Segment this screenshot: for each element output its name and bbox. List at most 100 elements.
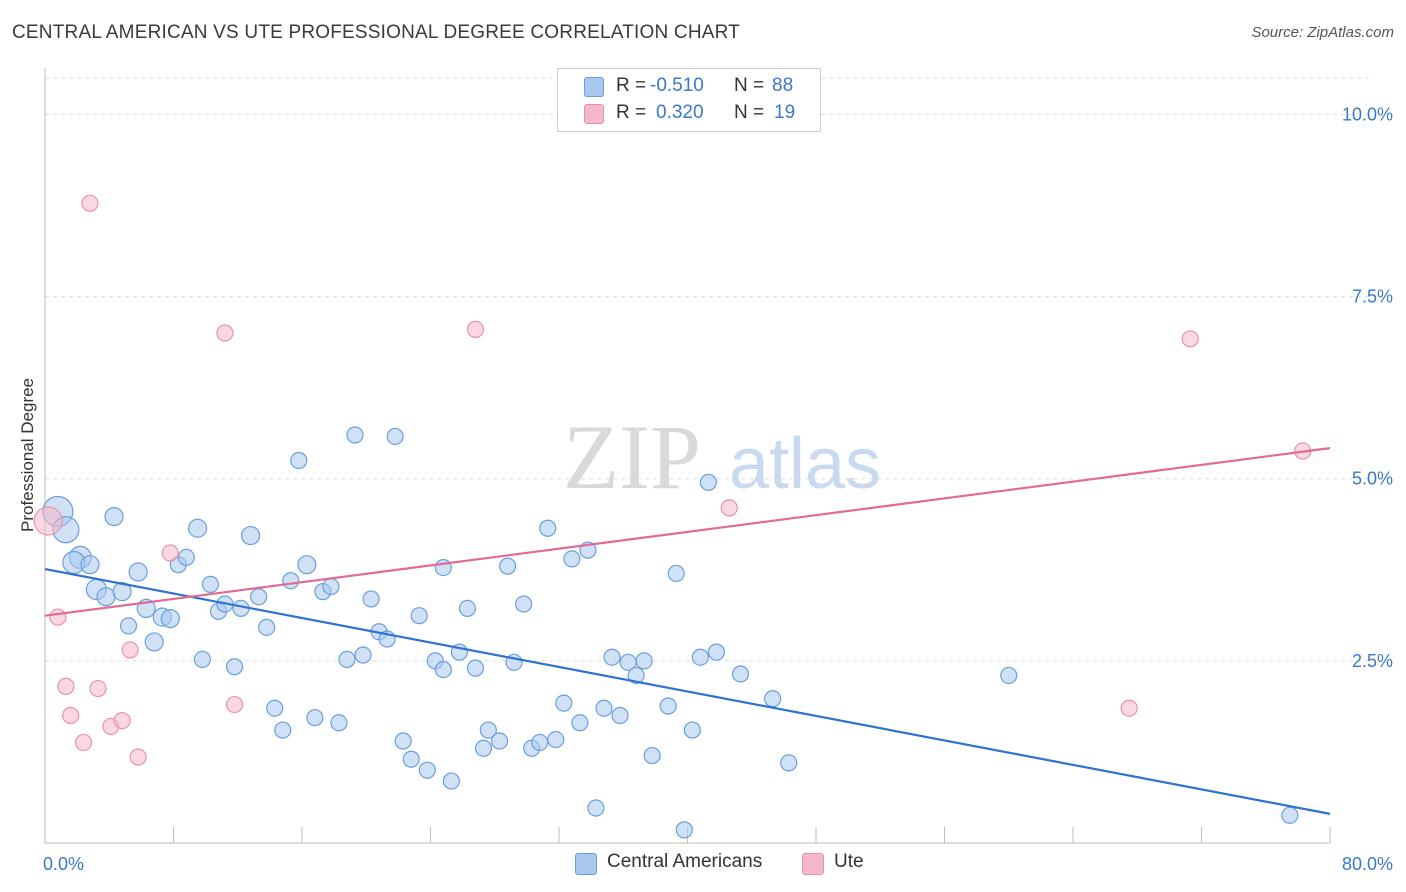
y-tick-label: 7.5%	[1352, 287, 1393, 307]
central-americans-point	[595, 699, 613, 717]
gridlines	[45, 77, 1370, 662]
central-americans-point	[499, 557, 517, 575]
central-americans-point	[193, 650, 212, 669]
central-americans-point	[410, 607, 428, 625]
central-americans-point	[474, 739, 493, 757]
central-americans-point	[683, 721, 701, 739]
legend-swatch-pink	[584, 104, 604, 124]
ute-point	[1120, 699, 1138, 717]
central-americans-point	[466, 659, 485, 677]
ute-point	[129, 748, 147, 766]
ute-point	[466, 320, 485, 338]
ute-trend-line	[44, 447, 1331, 617]
central-americans-point	[479, 721, 497, 739]
central-americans-trend-line	[44, 567, 1331, 815]
central-americans-point	[338, 650, 356, 669]
ute-point	[1181, 330, 1199, 348]
central-americans-point	[547, 730, 565, 749]
y-tick-label: 5.0%	[1352, 469, 1393, 489]
central-americans-point	[531, 733, 549, 752]
central-americans-point	[635, 652, 653, 670]
legend-r-label: R =	[616, 102, 647, 123]
central-americans-point	[667, 564, 685, 583]
x-tick-label: 0.0%	[43, 854, 84, 874]
central-americans-point	[225, 658, 244, 676]
central-americans-point	[258, 618, 276, 636]
legend-swatch-blue	[584, 77, 604, 97]
central-americans-point	[442, 772, 460, 790]
y-tick-label: 10.0%	[1342, 104, 1393, 124]
central-americans-point	[144, 632, 164, 652]
central-americans-point	[675, 821, 693, 839]
central-americans-point	[386, 427, 404, 446]
central-americans-point	[458, 599, 477, 618]
central-americans-point	[274, 721, 292, 739]
central-americans-point	[603, 648, 621, 666]
central-americans-point	[611, 706, 629, 725]
legend-n-value: 19	[774, 102, 796, 123]
central-americans-point	[587, 799, 605, 817]
central-americans-point	[643, 746, 661, 765]
central-americans-point	[539, 519, 557, 537]
ute-point	[81, 194, 99, 212]
central-americans-point	[354, 646, 372, 664]
central-americans-point	[1281, 806, 1299, 824]
central-americans-point	[322, 577, 340, 596]
source-label: Source: ZipAtlas.com	[1251, 24, 1394, 41]
watermark: ZIP atlas	[563, 406, 881, 508]
central-americans-point	[691, 648, 709, 666]
central-americans-point	[571, 714, 589, 732]
central-americans-point	[346, 426, 364, 444]
central-americans-point	[659, 697, 677, 715]
ute-point	[113, 711, 131, 730]
ute-point	[74, 733, 93, 752]
ute-point	[161, 544, 179, 562]
legend-n-label: N =	[734, 102, 765, 123]
central-americans-point	[394, 732, 412, 750]
central-americans-point	[330, 714, 348, 732]
central-americans-point	[282, 572, 300, 590]
chart-title: CENTRAL AMERICAN VS UTE PROFESSIONAL DEG…	[12, 22, 740, 43]
central-americans-point	[434, 660, 452, 679]
trend-lines	[44, 447, 1331, 815]
central-americans-point	[297, 555, 317, 575]
ute-point	[216, 324, 234, 342]
central-americans-point	[160, 608, 180, 629]
ute-point	[89, 679, 107, 698]
legend-label: Ute	[834, 851, 864, 872]
central-americans-point	[187, 518, 208, 538]
central-americans-point	[731, 665, 750, 683]
central-americans-point	[1000, 666, 1018, 685]
central-americans-point	[119, 617, 138, 635]
central-americans-point	[80, 555, 100, 575]
central-americans-point	[515, 595, 533, 613]
legend-r-value: 0.320	[656, 102, 704, 123]
central-americans-point	[104, 506, 124, 527]
central-americans-point	[266, 699, 284, 717]
legend-label: Central Americans	[607, 851, 763, 872]
central-americans-point	[250, 588, 268, 606]
ute-point	[33, 506, 63, 536]
legend-r-value: -0.510	[650, 75, 704, 96]
ute-point	[62, 706, 80, 725]
central-americans-point	[96, 587, 116, 607]
central-americans-point	[177, 548, 195, 567]
watermark-zip: ZIP	[563, 406, 701, 508]
central-americans-point	[402, 750, 420, 768]
ute-point	[720, 499, 738, 517]
x-tick-label: 80.0%	[1342, 854, 1393, 874]
series-ute	[33, 194, 1312, 766]
central-americans-point	[128, 562, 148, 582]
central-americans-point	[563, 550, 581, 568]
watermark-atlas: atlas	[729, 424, 881, 504]
central-americans-point	[780, 754, 798, 772]
ute-point	[49, 608, 67, 626]
legend-n-value: 88	[772, 75, 794, 96]
legend-n-label: N =	[734, 75, 765, 96]
central-americans-point	[627, 666, 645, 685]
ute-point	[57, 677, 75, 695]
legend-swatch-pink	[802, 853, 824, 875]
central-americans-point	[490, 732, 509, 750]
ute-point	[121, 641, 139, 659]
central-americans-point	[707, 643, 726, 661]
